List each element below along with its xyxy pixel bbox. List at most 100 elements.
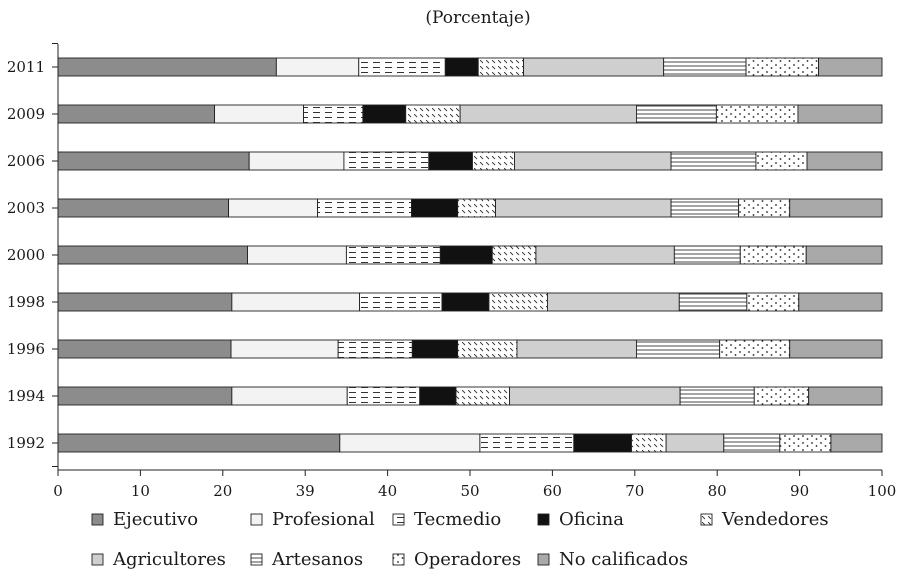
bar-segment-oficina-1994 (419, 386, 457, 406)
bar-row-1992 (57, 433, 883, 453)
bar-segment-profesional-2011 (275, 57, 360, 77)
bar-segment-operadores-1996 (719, 339, 791, 359)
bar-segment-artesanos-1994 (679, 386, 755, 406)
bar-segment-vendedores-2006 (472, 151, 515, 171)
legend-item-operadores: Operadores (392, 549, 521, 570)
bar-segment-operadores-2011 (745, 57, 820, 77)
bar-segment-tecmedio-2009 (303, 104, 364, 124)
legend-label: Oficina (559, 509, 624, 530)
x-tick-label: 50 (460, 482, 479, 500)
bar-segment-operadores-1998 (746, 292, 800, 312)
legend-item-oficina: Oficina (537, 509, 624, 530)
bar-segment-vendedores-2000 (491, 245, 537, 265)
legend-label: Ejecutivo (113, 509, 198, 530)
bar-segment-tecmedio-1998 (359, 292, 443, 312)
legend-label: Profesional (272, 509, 375, 530)
bar-segment-no-calificados-1994 (808, 386, 883, 406)
bar-segment-agricultores-2011 (523, 57, 665, 77)
bar-segment-vendedores-1992 (631, 433, 667, 453)
bar-segment-agricultores-2000 (535, 245, 675, 265)
bar-segment-vendedores-1996 (457, 339, 518, 359)
bar-segment-ejecutivo-1996 (57, 339, 232, 359)
bar-segment-profesional-1994 (231, 386, 348, 406)
x-tick-label: 90 (790, 482, 809, 500)
bar-segment-profesional-2006 (248, 151, 345, 171)
bar-segment-agricultores-2009 (459, 104, 637, 124)
bar-segment-oficina-2006 (428, 151, 473, 171)
bar-segment-oficina-2011 (444, 57, 479, 77)
bars-group (57, 57, 883, 453)
legend-swatch (91, 513, 104, 526)
bar-segment-tecmedio-1994 (346, 386, 421, 406)
bar-segment-agricultores-2003 (495, 198, 672, 218)
bar-segment-operadores-2003 (738, 198, 791, 218)
bar-segment-oficina-2000 (439, 245, 493, 265)
legend-label: Tecmedio (414, 509, 501, 530)
bar-row-2011 (57, 57, 883, 77)
bar-row-1994 (57, 386, 883, 406)
x-tick-label: 40 (378, 482, 397, 500)
legend-label: No calificados (559, 549, 688, 570)
bar-segment-artesanos-2003 (670, 198, 740, 218)
bar-segment-no-calificados-2000 (805, 245, 883, 265)
bar-segment-artesanos-2009 (635, 104, 717, 124)
y-tick-label: 1994 (7, 387, 45, 405)
bar-segment-profesional-2009 (214, 104, 305, 124)
y-tick-label: 2011 (7, 58, 45, 76)
x-tick-label: 10 (131, 482, 150, 500)
legend-item-vendedores: Vendedores (700, 509, 829, 530)
legend-item-no-calificados: No calificados (537, 549, 688, 570)
legend-label: Artesanos (271, 549, 363, 570)
x-axis-ticks: 0 10 20 39 40 50 60 70 80 90 100 (53, 470, 896, 500)
bar-segment-ejecutivo-1998 (57, 292, 233, 312)
bar-segment-agricultores-1992 (665, 433, 725, 453)
legend-swatch (537, 553, 550, 566)
y-tick-label: 1992 (7, 434, 45, 452)
y-tick-label: 2006 (7, 152, 45, 170)
bar-segment-no-calificados-1992 (830, 433, 883, 453)
bar-segment-no-calificados-2011 (818, 57, 883, 77)
y-tick-label: 1996 (7, 340, 45, 358)
bar-segment-vendedores-2003 (457, 198, 496, 218)
bar-segment-oficina-1992 (573, 433, 632, 453)
bar-segment-ejecutivo-1994 (57, 386, 233, 406)
legend-label: Operadores (414, 549, 521, 570)
bar-segment-tecmedio-2006 (343, 151, 430, 171)
bar-segment-tecmedio-2000 (345, 245, 441, 265)
bar-segment-ejecutivo-2009 (57, 104, 216, 124)
bar-segment-no-calificados-2009 (797, 104, 883, 124)
bar-segment-vendedores-2011 (477, 57, 525, 77)
bar-segment-oficina-2009 (362, 104, 407, 124)
legend-item-tecmedio: Tecmedio (392, 509, 501, 530)
legend-swatch (91, 553, 104, 566)
bar-segment-no-calificados-2003 (789, 198, 883, 218)
bar-segment-operadores-1994 (753, 386, 810, 406)
legend-swatch (250, 513, 263, 526)
legend-item-artesanos: Artesanos (250, 549, 363, 570)
bar-segment-vendedores-1994 (455, 386, 511, 406)
y-tick-label: 2003 (7, 199, 45, 217)
legend-swatch (250, 553, 263, 566)
y-tick-label: 2000 (7, 246, 45, 264)
x-tick-label: 20 (213, 482, 232, 500)
bar-segment-tecmedio-2003 (317, 198, 412, 218)
bar-segment-no-calificados-1998 (798, 292, 883, 312)
bar-segment-oficina-2003 (411, 198, 459, 218)
x-tick-label: 100 (868, 482, 897, 500)
bar-row-2009 (57, 104, 883, 124)
bar-segment-agricultores-1998 (547, 292, 680, 312)
bar-segment-vendedores-2009 (405, 104, 461, 124)
bar-segment-artesanos-2000 (673, 245, 741, 265)
bar-row-1998 (57, 292, 883, 312)
y-axis-ticks: 2011 2009 2006 2003 2000 1998 1996 1994 1992 (7, 43, 58, 467)
bar-segment-vendedores-1998 (488, 292, 548, 312)
legend-item-ejecutivo: Ejecutivo (91, 509, 198, 530)
bar-segment-no-calificados-2006 (806, 151, 883, 171)
legend-swatch (392, 513, 405, 526)
x-tick-label: 80 (708, 482, 727, 500)
bar-segment-ejecutivo-2000 (57, 245, 248, 265)
bar-segment-tecmedio-1996 (337, 339, 413, 359)
x-tick-label: 60 (543, 482, 562, 500)
bar-row-1996 (57, 339, 883, 359)
